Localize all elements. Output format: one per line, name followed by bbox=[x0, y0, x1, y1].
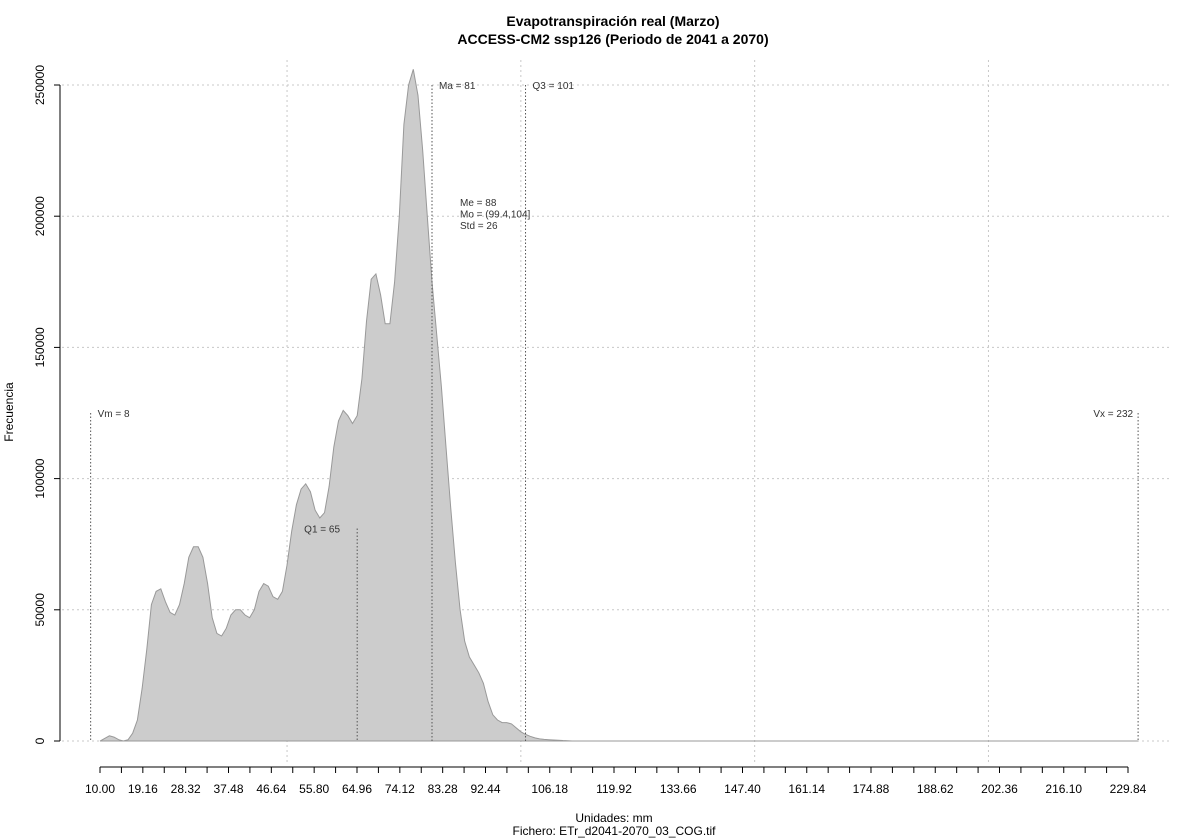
x-tick-label-14: 161.14 bbox=[788, 782, 825, 796]
y-tick-label-4: 200000 bbox=[33, 196, 47, 236]
y-axis-label: Frecuencia bbox=[2, 382, 16, 442]
x-tick-label-18: 216.10 bbox=[1045, 782, 1082, 796]
reference-label-1: Q1 = 65 bbox=[304, 524, 340, 535]
x-tick-label-8: 83.28 bbox=[428, 782, 458, 796]
x-tick-label-6: 64.96 bbox=[342, 782, 372, 796]
y-tick-label-0: 0 bbox=[33, 737, 47, 744]
reference-label-4: Vx = 232 bbox=[1093, 409, 1133, 420]
y-tick-label-3: 150000 bbox=[33, 327, 47, 367]
x-tick-label-11: 119.92 bbox=[596, 782, 632, 796]
x-axis-label: Unidades: mm bbox=[575, 811, 652, 825]
x-tick-label-16: 188.62 bbox=[917, 782, 954, 796]
file-caption: Fichero: ETr_d2041-2070_03_COG.tif bbox=[513, 824, 717, 838]
x-tick-label-17: 202.36 bbox=[981, 782, 1018, 796]
reference-lines: Vm = 8 Q1 = 65 Ma = 81 Q3 = 101 Vx = 232 bbox=[90, 81, 1139, 741]
y-axis: 0 50000 100000 150000 200000 250000 bbox=[33, 65, 61, 744]
reference-label-2: Ma = 81 bbox=[439, 81, 476, 92]
x-tick-label-0: 10.00 bbox=[85, 782, 115, 796]
y-tick-label-1: 50000 bbox=[33, 593, 47, 627]
y-tick-label-5: 250000 bbox=[33, 65, 47, 105]
chart-subtitle: ACCESS-CM2 ssp126 (Periodo de 2041 a 207… bbox=[457, 31, 768, 47]
stats-line-0: Me = 88 bbox=[460, 198, 497, 209]
reference-label-3: Q3 = 101 bbox=[533, 81, 575, 92]
x-tick-label-13: 147.40 bbox=[724, 782, 761, 796]
density-area-path bbox=[99, 69, 1139, 742]
x-tick-label-10: 106.18 bbox=[531, 782, 568, 796]
stats-line-2: Std = 26 bbox=[460, 221, 498, 232]
x-tick-label-4: 46.64 bbox=[256, 782, 286, 796]
stats-line-1: Mo = (99.4,104] bbox=[460, 210, 531, 221]
x-tick-label-9: 92.44 bbox=[470, 782, 500, 796]
x-tick-label-2: 28.32 bbox=[171, 782, 201, 796]
y-tick-label-2: 100000 bbox=[33, 458, 47, 498]
density-area bbox=[99, 69, 1139, 742]
x-tick-label-19: 229.84 bbox=[1110, 782, 1147, 796]
x-tick-label-7: 74.12 bbox=[385, 782, 415, 796]
chart-title: Evapotranspiración real (Marzo) bbox=[506, 13, 719, 29]
x-tick-label-15: 174.88 bbox=[853, 782, 890, 796]
x-tick-label-5: 55.80 bbox=[299, 782, 329, 796]
x-tick-label-3: 37.48 bbox=[213, 782, 243, 796]
reference-label-0: Vm = 8 bbox=[98, 409, 130, 420]
x-tick-label-1: 19.16 bbox=[128, 782, 158, 796]
x-axis: 10.00 19.16 28.32 37.48 46.64 55.80 64.96 74.12… bbox=[85, 766, 1147, 796]
x-tick-label-12: 133.66 bbox=[660, 782, 697, 796]
